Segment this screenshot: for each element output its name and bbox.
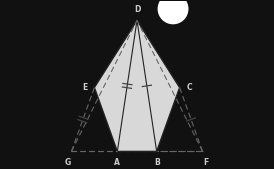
Text: A: A <box>115 158 120 167</box>
Text: C: C <box>186 83 192 92</box>
Text: E: E <box>82 83 88 92</box>
Text: D: D <box>134 5 140 14</box>
Text: B: B <box>154 158 159 167</box>
Circle shape <box>158 0 188 24</box>
Polygon shape <box>95 20 179 151</box>
Text: G: G <box>65 158 71 167</box>
Text: F: F <box>203 158 209 167</box>
